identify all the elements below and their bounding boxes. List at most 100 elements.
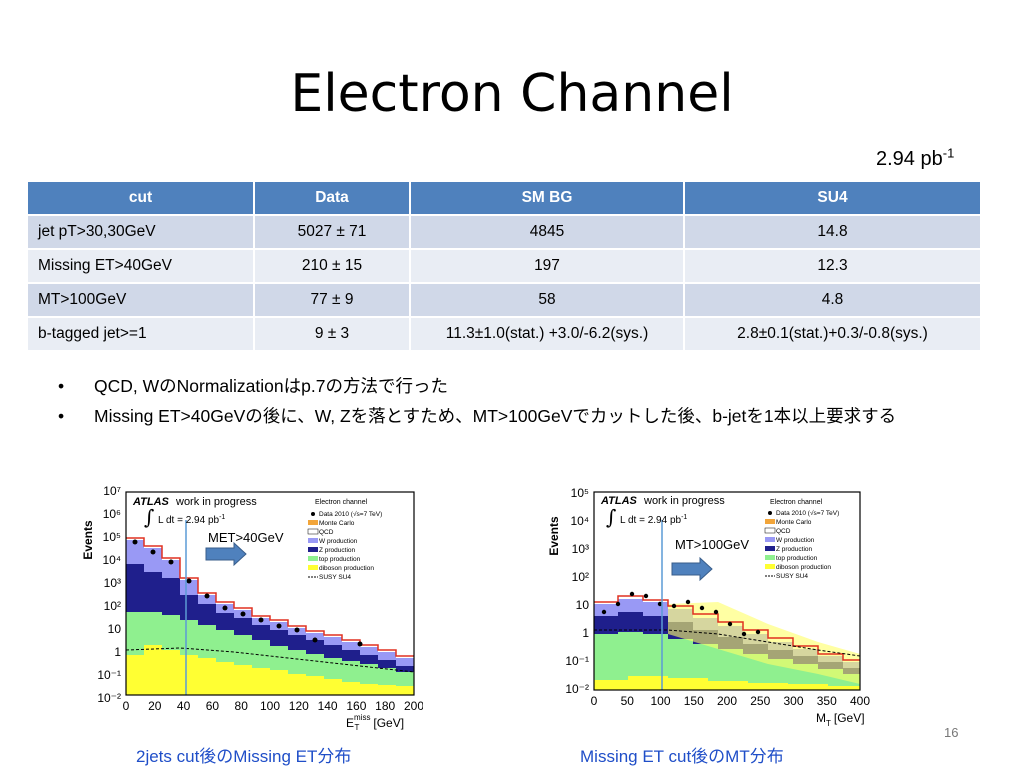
plot-lumi-label: L dt = 2.94 pb-1 [158, 514, 225, 526]
cut-label: MT>100GeV [675, 537, 749, 552]
x-tick-label: 180 [375, 699, 395, 713]
y-tick-label: 10⁻¹ [565, 654, 589, 668]
bullet-text: QCD, WのNormalizationはp.7の方法で行った [94, 376, 448, 396]
table-cell: 4845 [410, 214, 685, 249]
bullet-dot-icon: • [58, 376, 65, 396]
slide-title: Electron Channel [290, 64, 734, 124]
table-cell: 58 [410, 282, 685, 317]
x-tick-label: 100 [650, 694, 670, 708]
x-axis-label: MT [GeV] [816, 711, 865, 728]
y-tick-label: 10⁻¹ [97, 668, 121, 682]
table-cell: 11.3±1.0(stat.) +3.0/-6.2(sys.) [410, 316, 685, 350]
legend: Data 2010 (√s=7 TeV) Monte Carlo QCD W p… [307, 510, 382, 581]
y-tick-label: 10² [104, 599, 121, 613]
x-tick-label: 400 [850, 694, 870, 708]
y-tick-label: 10⁷ [103, 484, 121, 498]
y-tick-label: 10² [572, 570, 589, 584]
y-axis-label: Events [548, 516, 561, 556]
x-tick-label: 120 [289, 699, 309, 713]
luminosity-label: 2.94 pb-1 [876, 145, 955, 170]
table-row: jet pT>30,30GeV 5027 ± 71 4845 14.8 [28, 214, 980, 249]
x-tick-label: 60 [206, 699, 220, 713]
mt-plot: Events 10⁵ 10⁴ 10³ 10² 10 1 10⁻¹ 10⁻² AT… [548, 484, 893, 732]
y-tick-label: 10⁶ [103, 507, 121, 521]
x-tick-label: 200 [717, 694, 737, 708]
x-tick-label: 250 [750, 694, 770, 708]
y-tick-label: 10⁻² [565, 682, 589, 696]
legend-entry: top production [776, 555, 818, 562]
legend-entry: Data 2010 (√s=7 TeV) [776, 509, 839, 517]
y-tick-labels: 10⁷ 10⁶ 10⁵ 10⁴ 10³ 10² 10 1 10⁻¹ 10⁻² [97, 484, 121, 705]
x-tick-label: 150 [684, 694, 704, 708]
y-axis-label: Events [81, 520, 95, 560]
arrow-right-icon [205, 541, 247, 567]
table-cell: 4.8 [684, 282, 980, 317]
x-tick-label: 50 [621, 694, 635, 708]
stacked-histogram [594, 595, 861, 690]
channel-label: Electron channel [770, 499, 823, 506]
x-tick-label: 0 [591, 694, 598, 708]
missing-et-plot: Events 10⁷ 10⁶ 10⁵ 10⁴ 10³ 10² 10 1 10⁻¹… [78, 480, 423, 732]
x-tick-label: 80 [235, 699, 249, 713]
table-cell: 5027 ± 71 [254, 214, 411, 249]
y-tick-labels: 10⁵ 10⁴ 10³ 10² 10 1 10⁻¹ 10⁻² [565, 486, 589, 696]
bullet-list: • QCD, WのNormalizationはp.7の方法で行った • Miss… [58, 374, 958, 434]
table-header-row: cut Data SM BG SU4 [28, 182, 980, 215]
table-row: b-tagged jet>=1 9 ± 3 11.3±1.0(stat.) +3… [28, 316, 980, 350]
table-cell: 14.8 [684, 214, 980, 249]
legend-entry: SUSY SU4 [319, 574, 351, 581]
table-cell: b-tagged jet>=1 [28, 316, 255, 350]
x-tick-label: 300 [783, 694, 803, 708]
legend-entry: Data 2010 (√s=7 TeV) [319, 510, 382, 518]
table-cell: jet pT>30,30GeV [28, 214, 255, 249]
arrow-right-icon [671, 556, 713, 582]
table-cell: 2.8±0.1(stat.)+0.3/-0.8(sys.) [684, 316, 980, 350]
data-points [132, 539, 363, 647]
y-tick-label: 10⁻² [97, 691, 121, 705]
table-cell: 9 ± 3 [254, 316, 411, 350]
x-tick-labels: 0 20 40 60 80 100 120 140 160 180 200 [123, 699, 423, 713]
x-tick-label: 160 [346, 699, 366, 713]
table-cell: MT>100GeV [28, 282, 255, 317]
legend-entry: Monte Carlo [776, 519, 812, 526]
legend-entry: Z production [776, 546, 813, 553]
table-cell: 12.3 [684, 248, 980, 283]
table-cell: Missing ET>40GeV [28, 248, 255, 283]
plot-lumi-label: L dt = 2.94 pb-1 [620, 514, 687, 526]
y-tick-label: 10⁵ [571, 486, 589, 500]
y-tick-label: 10 [108, 622, 122, 636]
y-tick-label: 10 [576, 598, 590, 612]
x-tick-label: 140 [318, 699, 338, 713]
cut-label: MET>40GeV [208, 530, 284, 545]
x-tick-label: 40 [177, 699, 191, 713]
channel-label: Electron channel [315, 499, 368, 506]
x-tick-label: 350 [817, 694, 837, 708]
atlas-label: ATLAS [132, 496, 170, 508]
legend-entry: diboson production [776, 564, 831, 571]
table-cell: 197 [410, 248, 685, 283]
legend-entry: W production [776, 537, 815, 544]
legend-entry: Z production [319, 547, 356, 554]
bullet-item: • Missing ET>40GeVの後に、W, Zを落とすため、MT>100G… [58, 404, 958, 428]
bullet-item: • QCD, WのNormalizationはp.7の方法で行った [58, 374, 958, 398]
y-tick-label: 10⁴ [102, 553, 121, 567]
integral-icon: ∫ [606, 505, 616, 529]
data-points [601, 591, 761, 637]
x-tick-label: 20 [148, 699, 162, 713]
y-tick-label: 10³ [572, 542, 589, 556]
x-tick-label: 100 [260, 699, 280, 713]
legend-entry: SUSY SU4 [776, 573, 808, 580]
left-plot-caption: 2jets cut後のMissing ET分布 [136, 747, 352, 766]
x-tick-label: 200 [404, 699, 423, 713]
legend-entry: W production [319, 538, 358, 545]
cutflow-table: cut Data SM BG SU4 jet pT>30,30GeV 5027 … [28, 182, 980, 350]
y-tick-label: 1 [114, 645, 121, 659]
bullet-dot-icon: • [58, 406, 65, 426]
atlas-label: ATLAS [600, 495, 638, 507]
x-tick-label: 0 [123, 699, 130, 713]
y-tick-label: 10⁴ [570, 514, 589, 528]
right-plot-caption: Missing ET cut後のMT分布 [580, 747, 784, 766]
header-su4: SU4 [684, 182, 980, 215]
y-tick-label: 1 [582, 626, 589, 640]
table-cell: 210 ± 15 [254, 248, 411, 283]
